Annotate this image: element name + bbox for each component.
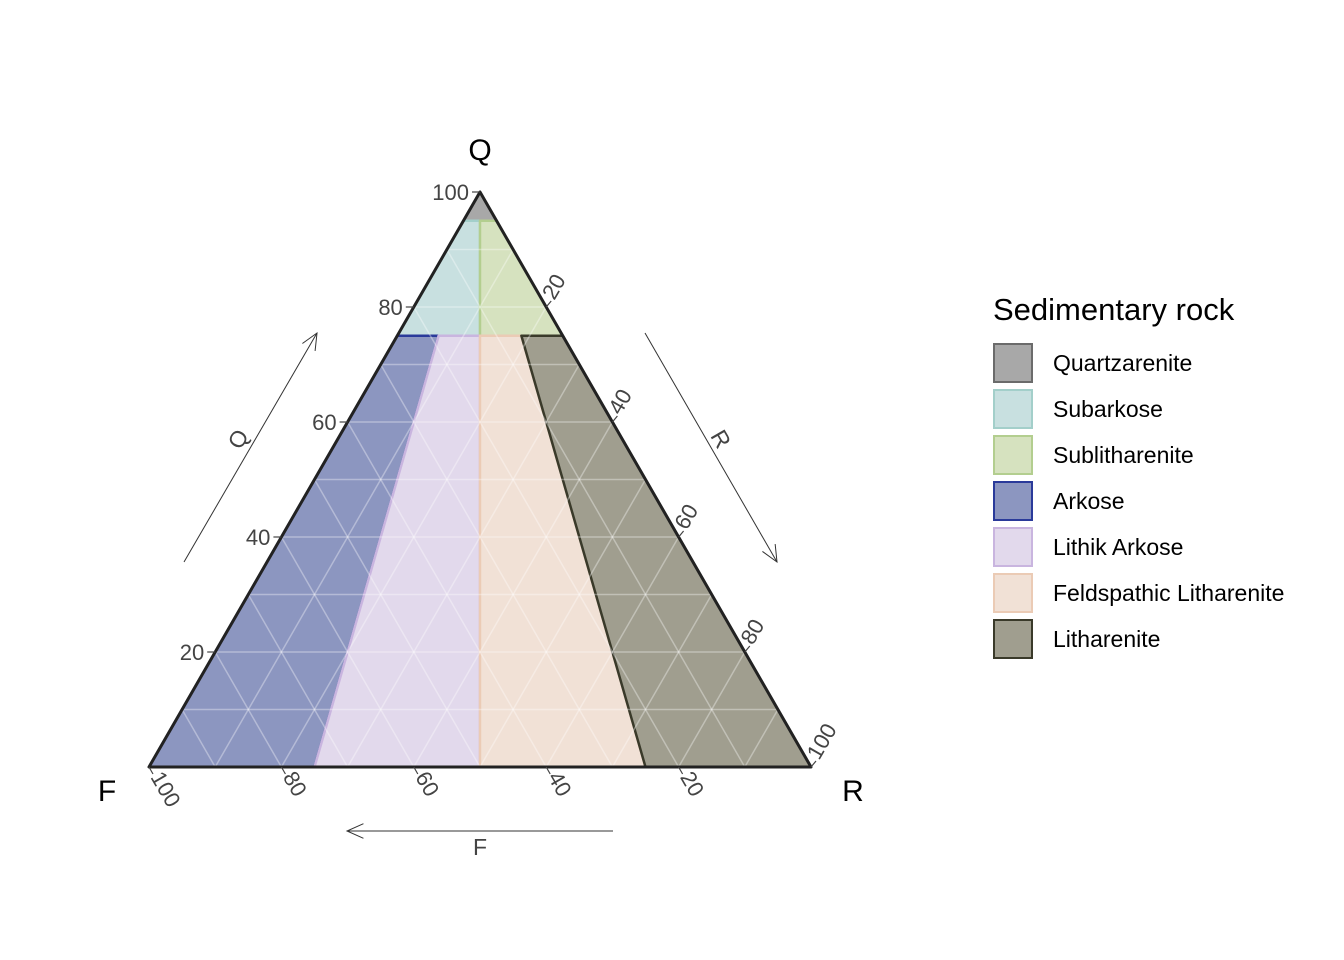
tick-label-q: 40 <box>246 525 270 550</box>
grid-line-r <box>611 594 713 768</box>
legend: Sedimentary rock Quartzarenite Subarkose S… <box>993 292 1284 662</box>
tick-mark-f <box>413 766 419 775</box>
r-axis-arrow-head <box>762 544 778 564</box>
tick-label-r: 100 <box>802 719 842 763</box>
triangle-outline-layer <box>147 190 813 769</box>
legend-label: Lithik Arkose <box>1053 533 1184 560</box>
legend-label: Arkose <box>1053 487 1125 514</box>
corner-label-f: F <box>98 775 116 808</box>
axis-title-f: F <box>473 834 487 860</box>
tick-mark-f <box>545 766 551 775</box>
q-axis-arrow-line <box>183 332 318 563</box>
triangle-outline <box>147 190 813 769</box>
tick-mark-r <box>611 415 618 423</box>
legend-item-lithik-arkose: Lithik Arkose <box>993 524 1284 570</box>
axis-label-layer: QF RQ RF <box>98 134 864 860</box>
legend-items: Quartzarenite Subarkose Sublitharenite Arko… <box>993 340 1284 662</box>
f-axis-arrow-head <box>345 823 364 839</box>
grid-line-f <box>380 364 614 768</box>
legend-swatch <box>993 527 1033 567</box>
corner-label-q: Q <box>468 134 491 167</box>
tick-mark-r <box>545 300 552 308</box>
grid-line-f <box>446 249 746 768</box>
tick-label-f: 80 <box>278 767 312 801</box>
legend-label: Subarkose <box>1053 395 1163 422</box>
legend-item-sublitharenite: Sublitharenite <box>993 432 1284 478</box>
tick-mark-f <box>148 766 154 775</box>
grid-line-r <box>346 364 580 768</box>
tick-label-f: 60 <box>410 767 444 801</box>
tick-label-q: 20 <box>180 640 204 665</box>
tick-label-f: 40 <box>543 767 577 801</box>
axis-title-r: R <box>706 425 737 452</box>
grid-line-f <box>280 536 415 768</box>
legend-label: Feldspathic Litharenite <box>1053 579 1285 606</box>
tick-mark-f <box>280 766 286 775</box>
legend-item-arkose: Arkose <box>993 478 1284 524</box>
corner-label-r: R <box>842 775 864 808</box>
grid-line-r <box>744 709 779 768</box>
tick-label-q: 80 <box>378 295 402 320</box>
grid-line-r <box>545 536 680 768</box>
legend-title: Sedimentary rock <box>993 292 1235 327</box>
grid-line-f <box>181 709 216 768</box>
tick-label-q: 60 <box>312 410 336 435</box>
legend-swatch <box>993 573 1033 613</box>
legend-swatch <box>993 389 1033 429</box>
tick-label-q: 100 <box>432 180 469 205</box>
grid-line-r <box>214 249 514 768</box>
grid-line-r <box>280 306 547 768</box>
grid-layer <box>181 248 779 768</box>
tick-label-f: 20 <box>675 767 709 801</box>
legend-item-feldspathic-litharenite: Feldspathic Litharenite <box>993 570 1284 616</box>
legend-item-subarkose: Subarkose <box>993 386 1284 432</box>
tick-mark-r <box>810 760 817 768</box>
region-layer <box>147 190 813 769</box>
region-subarkose <box>396 219 482 337</box>
r-axis-arrow-line <box>644 332 778 563</box>
legend-swatch <box>993 343 1033 383</box>
legend-swatch <box>993 481 1033 521</box>
q-axis-arrow-head <box>302 331 318 351</box>
legend-item-quartzarenite: Quartzarenite <box>993 340 1284 386</box>
legend-swatch <box>993 435 1033 475</box>
grid-line-f <box>247 594 349 768</box>
grid-line-f <box>346 421 547 768</box>
tick-mark-f <box>678 766 684 775</box>
legend-label: Quartzarenite <box>1053 349 1193 376</box>
tick-mark-r <box>678 530 685 538</box>
legend-label: Litharenite <box>1053 625 1161 652</box>
grid-line-r <box>677 651 746 768</box>
grid-line-f <box>214 651 283 768</box>
legend-swatch <box>993 619 1033 659</box>
tick-label-f: 100 <box>146 767 186 811</box>
legend-item-litharenite: Litharenite <box>993 616 1284 662</box>
grid-line-r <box>479 479 647 768</box>
grid-line-r <box>413 421 614 768</box>
legend-label: Sublitharenite <box>1053 441 1194 468</box>
grid-line-f <box>313 479 481 768</box>
tick-mark-r <box>744 645 751 653</box>
grid-line-f <box>413 306 680 768</box>
